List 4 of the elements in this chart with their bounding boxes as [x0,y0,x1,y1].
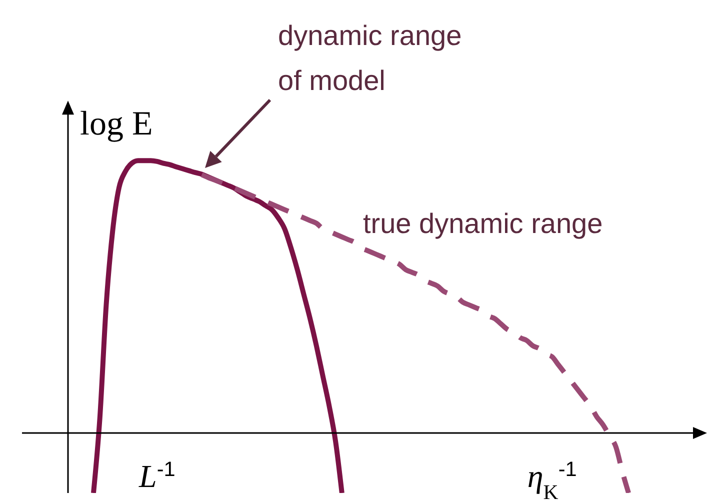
y-axis-title: log E [80,106,153,143]
annotation: true dynamic range [363,208,603,239]
x-tick-label: L$^{-1}$ [138,458,176,494]
text: dynamic range of model [278,20,462,96]
